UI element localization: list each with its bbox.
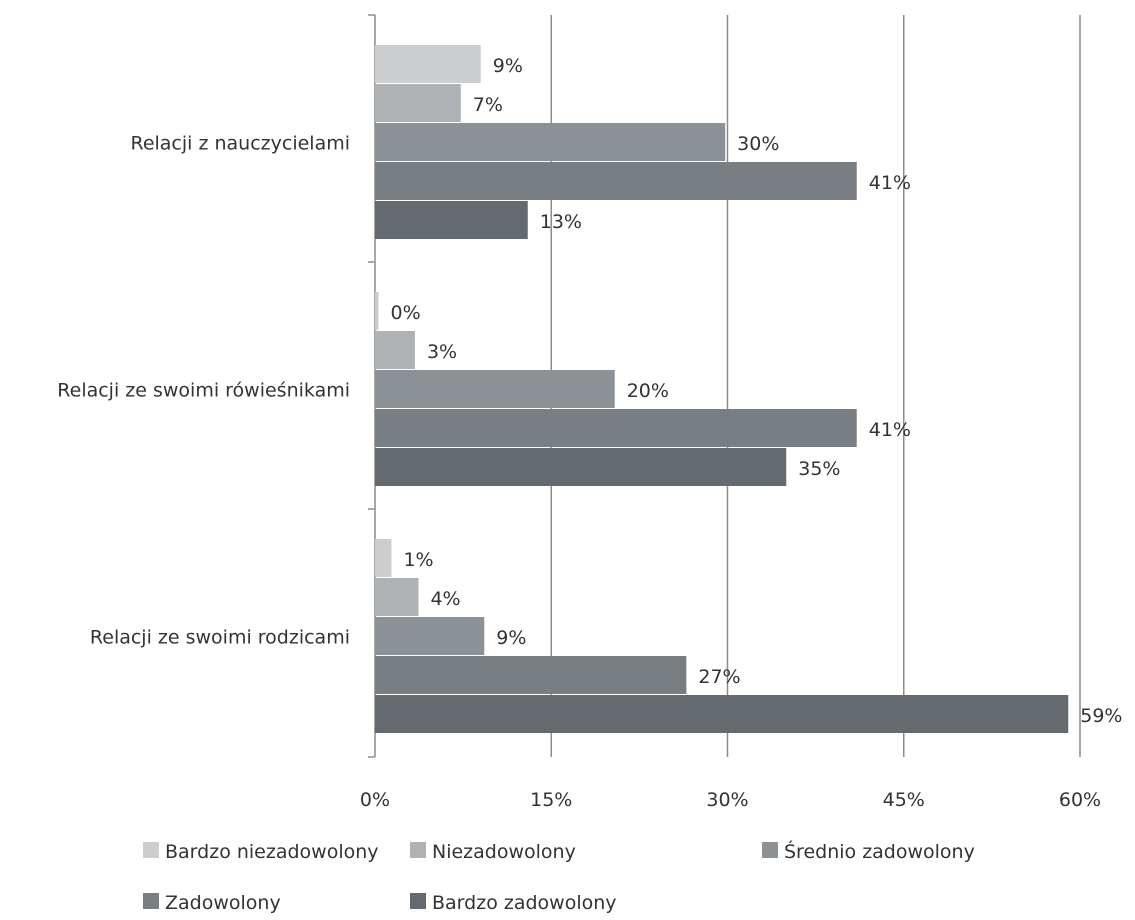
data-label: 3% (427, 341, 457, 363)
legend-label: Niezadowolony (432, 841, 576, 863)
legend-swatch (410, 842, 426, 858)
category-label: Relacji z nauczycielami (130, 133, 350, 155)
data-label: 41% (869, 419, 911, 441)
data-label: 0% (391, 302, 421, 324)
legend-swatch (410, 893, 426, 909)
x-tick-label: 0% (360, 789, 390, 811)
bar (375, 123, 726, 161)
data-label: 7% (473, 94, 503, 116)
bar (375, 539, 392, 577)
data-label: 13% (540, 211, 582, 233)
x-tick-labels: 0% 15% 30% 45% 60% (360, 789, 1101, 811)
legend-label: Bardzo niezadowolony (165, 841, 379, 863)
bar (375, 578, 419, 616)
bar (375, 45, 481, 83)
bar (375, 617, 485, 655)
data-label: 9% (493, 55, 523, 77)
legend: Bardzo niezadowolony Niezadowolony Średnio… (143, 839, 975, 914)
bar (375, 331, 415, 369)
x-tick-label: 30% (706, 789, 748, 811)
data-label: 1% (403, 549, 433, 571)
data-label: 30% (737, 133, 779, 155)
legend-swatch (762, 842, 778, 858)
data-label: 27% (698, 666, 740, 688)
data-label: 20% (627, 380, 669, 402)
x-tick-label: 60% (1059, 789, 1101, 811)
data-label: 4% (430, 588, 460, 610)
data-label: 41% (869, 172, 911, 194)
data-labels: 9% 7% 30% 41% 13% 0% 3% 20% 41% 35% 1% 4% 9% 27% 59% (391, 55, 1123, 727)
bar (375, 84, 461, 122)
data-label: 35% (798, 458, 840, 480)
x-tick-label: 45% (883, 789, 925, 811)
bar (375, 370, 615, 408)
x-tick-label: 15% (530, 789, 572, 811)
category-labels: Relacji z nauczycielami Relacji ze swoimi… (57, 133, 350, 649)
bar (375, 292, 379, 330)
legend-swatch (143, 842, 159, 858)
legend-label: Zadowolony (165, 892, 281, 914)
y-axis (368, 14, 376, 758)
bar (375, 162, 857, 200)
legend-swatch (143, 893, 159, 909)
bar (375, 656, 687, 694)
legend-label: Bardzo zadowolony (432, 892, 617, 914)
data-label: 9% (496, 627, 526, 649)
category-label: Relacji ze swoimi rodzicami (90, 627, 350, 649)
bar (375, 448, 787, 486)
bar (375, 695, 1069, 733)
category-label: Relacji ze swoimi rówieśnikami (57, 380, 350, 402)
data-label: 59% (1080, 705, 1122, 727)
bars (375, 45, 1069, 733)
legend-label: Średnio zadowolony (784, 839, 975, 863)
bar (375, 201, 528, 239)
bar (375, 409, 857, 447)
